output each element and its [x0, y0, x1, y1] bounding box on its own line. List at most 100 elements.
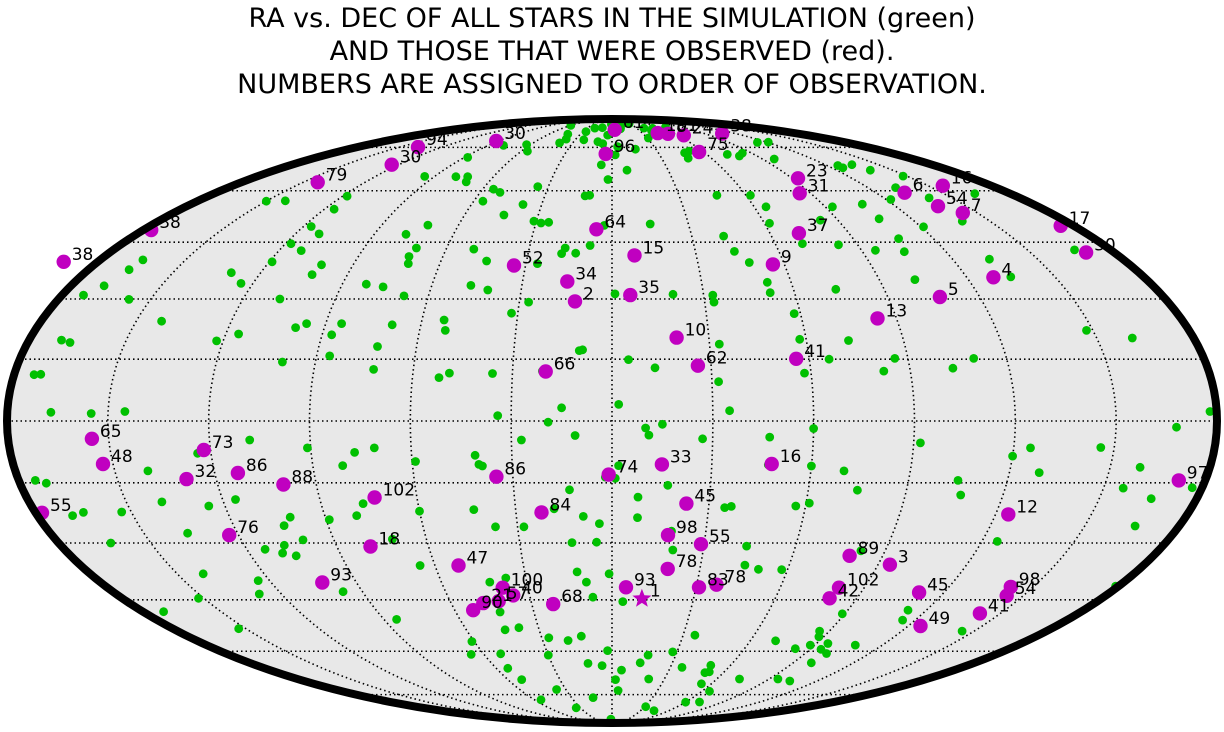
observed-star-point [546, 596, 561, 612]
star-point [124, 295, 134, 304]
star-point [1205, 407, 1215, 416]
star-point [805, 640, 815, 650]
star-point [857, 199, 867, 209]
star-point [1070, 245, 1079, 255]
star-point [157, 497, 167, 507]
observation-number-label: 37 [807, 216, 829, 236]
star-point [533, 182, 543, 192]
observation-number-label: 3 [898, 548, 909, 568]
star-point [279, 540, 289, 550]
star-point [298, 535, 308, 545]
star-point [737, 148, 747, 158]
observation-number-label: 96 [614, 137, 636, 157]
observed-star-point [650, 125, 665, 141]
star-point [765, 218, 774, 228]
star-point [278, 357, 287, 367]
star-point [327, 330, 337, 340]
observed-star-point [1171, 473, 1187, 488]
star-point [86, 409, 96, 418]
observed-star-point [367, 490, 382, 505]
star-point [639, 123, 649, 133]
observed-star-point [690, 358, 706, 373]
observed-star-point [676, 128, 691, 143]
star-point [837, 609, 847, 619]
observed-star-point [691, 144, 707, 160]
observed-star-point [230, 465, 246, 481]
star-point [533, 259, 542, 268]
star-point [725, 406, 734, 416]
observation-number-label: 10 [685, 321, 707, 341]
observation-number-label: 31 [808, 176, 830, 196]
star-point [544, 633, 554, 643]
observed-star-point [491, 594, 506, 609]
observation-number-label: 73 [212, 433, 234, 453]
star-point [762, 277, 772, 287]
observed-star-point [660, 126, 676, 141]
observation-number-label: 35 [638, 278, 660, 298]
star-point [387, 320, 397, 330]
observation-number-label: 74 [617, 458, 639, 478]
observed-star-point [709, 577, 724, 592]
star-point [378, 282, 388, 292]
star-point [338, 461, 348, 470]
star-point [489, 184, 498, 194]
star-point [1118, 483, 1128, 493]
star-point [611, 675, 620, 684]
observed-star-point [654, 457, 670, 472]
star-point [809, 424, 818, 433]
observed-star-point [567, 294, 583, 309]
star-point [536, 695, 546, 705]
star-point [565, 485, 574, 495]
observation-number-label: 48 [111, 447, 133, 467]
star-point [622, 165, 632, 175]
star-point [415, 561, 425, 570]
star-point [894, 234, 903, 244]
star-point [683, 153, 693, 163]
observed-star-point [986, 270, 1001, 285]
star-point [690, 630, 700, 640]
star-point [746, 190, 755, 200]
star-point [588, 592, 598, 602]
observation-number-label: 16 [780, 447, 802, 467]
star-point [469, 505, 479, 514]
star-point [561, 134, 571, 144]
star-point [581, 127, 591, 136]
star-point [507, 308, 516, 318]
observation-number-label: 89 [858, 539, 880, 559]
star-point [815, 215, 825, 225]
star-point [614, 400, 624, 409]
chart-title-line-2: AND THOSE THAT WERE OBSERVED (red). [329, 36, 895, 67]
observation-number-label: 38 [72, 245, 94, 265]
star-point [714, 339, 724, 349]
star-point [650, 363, 660, 373]
star-point [445, 368, 454, 378]
star-point [478, 461, 487, 471]
star-point [183, 528, 193, 538]
observation-number-label: 21 [491, 586, 513, 606]
star-point [614, 461, 623, 470]
observed-star-point [607, 122, 622, 137]
star-point [585, 241, 595, 250]
star-point [633, 492, 643, 502]
star-point [500, 625, 510, 635]
star-point [488, 369, 497, 378]
star-point [879, 366, 889, 376]
observation-number-label: 65 [100, 422, 122, 442]
star-point [519, 522, 529, 532]
star-point [234, 329, 244, 339]
star-point [543, 417, 553, 427]
star-point [847, 160, 857, 170]
observed-star-point [315, 575, 330, 590]
star-point [485, 577, 495, 587]
observation-number-label: 83 [707, 570, 729, 590]
observation-number-label: 88 [291, 468, 313, 488]
star-point [412, 243, 421, 253]
observed-star-point [911, 585, 927, 600]
star-point [291, 323, 300, 332]
star-point [99, 281, 109, 291]
star-point [388, 534, 397, 544]
star-point [1008, 451, 1017, 461]
observation-number-label: 90 [481, 593, 503, 613]
star-point [260, 544, 270, 554]
observation-number-label: 54 [1015, 579, 1037, 599]
